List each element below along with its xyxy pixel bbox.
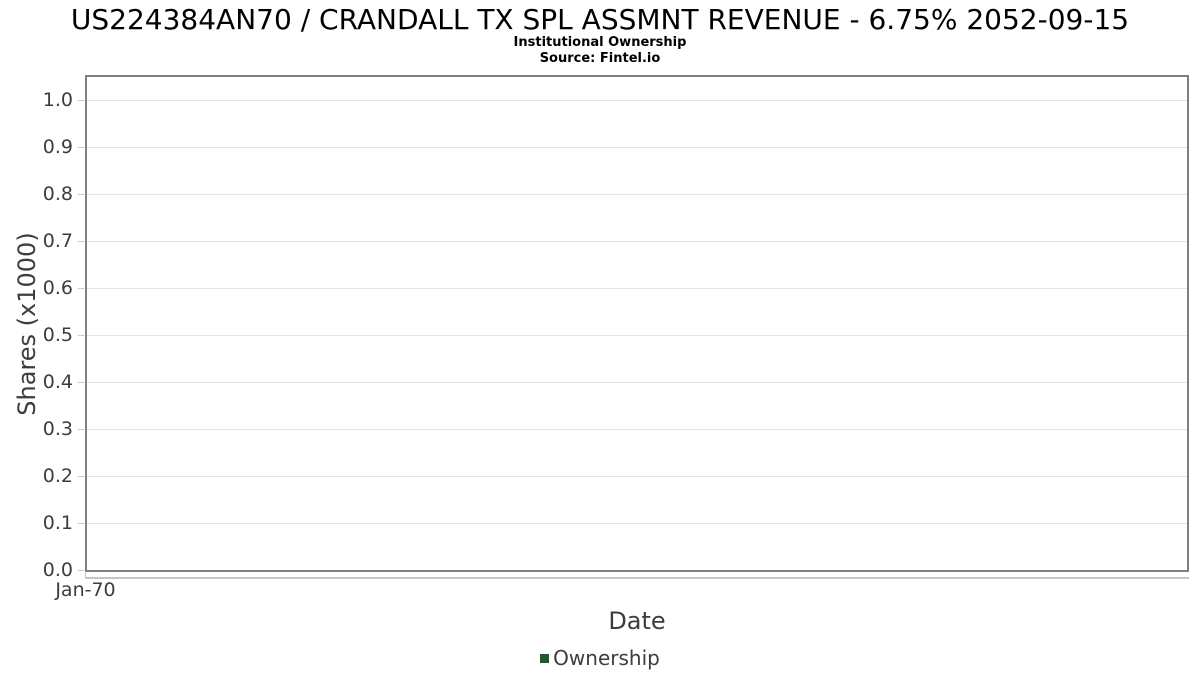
x-tick-mark bbox=[85, 572, 86, 579]
chart-title: US224384AN70 / CRANDALL TX SPL ASSMNT RE… bbox=[70, 3, 1130, 36]
gridline bbox=[87, 194, 1187, 196]
gridline bbox=[87, 288, 1187, 290]
y-tick-label: 0.5 bbox=[42, 324, 73, 347]
y-tick-label: 0.8 bbox=[42, 183, 73, 206]
y-tick-label: 0.7 bbox=[42, 230, 73, 253]
legend: Ownership bbox=[0, 644, 1200, 672]
x-tick-label: Jan-70 bbox=[55, 579, 116, 601]
gridline bbox=[87, 100, 1187, 102]
y-tick-label: 1.0 bbox=[42, 89, 73, 112]
gridline bbox=[87, 523, 1187, 525]
gridline bbox=[87, 476, 1187, 478]
y-tick-mark bbox=[78, 288, 84, 290]
y-tick-mark bbox=[78, 476, 84, 478]
y-tick-mark bbox=[78, 335, 84, 337]
y-tick-mark bbox=[78, 100, 84, 102]
y-tick-label: 0.9 bbox=[42, 136, 73, 159]
y-tick-label: 0.1 bbox=[42, 512, 73, 535]
chart-subtitle: Institutional Ownership bbox=[513, 35, 687, 50]
legend-swatch-icon bbox=[540, 653, 550, 663]
gridline bbox=[87, 241, 1187, 243]
y-tick-mark bbox=[78, 147, 84, 149]
plot-area bbox=[85, 75, 1189, 572]
y-tick-label: 0.6 bbox=[42, 277, 73, 300]
y-tick-mark bbox=[78, 241, 84, 243]
y-tick-mark bbox=[78, 194, 84, 196]
y-tick-label: 0.0 bbox=[42, 559, 73, 581]
y-tick-mark bbox=[78, 382, 84, 384]
gridline bbox=[87, 147, 1187, 149]
y-tick-label: 0.2 bbox=[42, 465, 73, 488]
x-axis-line bbox=[85, 577, 1189, 579]
gridline bbox=[87, 382, 1187, 384]
legend-label: Ownership bbox=[553, 646, 660, 670]
y-tick-mark bbox=[78, 429, 84, 431]
gridline bbox=[87, 335, 1187, 337]
chart-source: Source: Fintel.io bbox=[539, 51, 661, 66]
y-tick-mark bbox=[78, 523, 84, 525]
y-tick-mark bbox=[78, 570, 84, 571]
x-axis-label: Date bbox=[608, 607, 666, 635]
gridline bbox=[87, 429, 1187, 431]
y-tick-label: 0.4 bbox=[42, 371, 73, 394]
y-tick-label: 0.3 bbox=[42, 418, 73, 441]
